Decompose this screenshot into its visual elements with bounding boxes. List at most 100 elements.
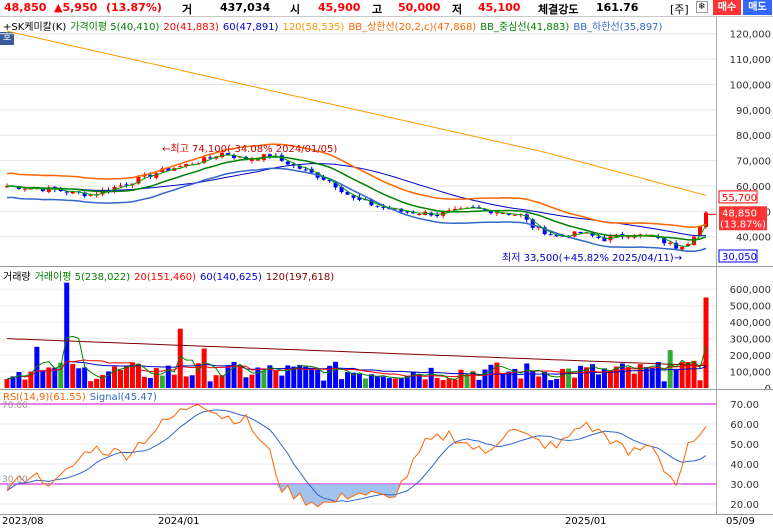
candle [154, 173, 159, 178]
quote-bar: 48,850 ▲5,950 (13.87%) 거 437,034 시 45,90… [0, 0, 773, 17]
axis-tick-label: 300,000 [730, 335, 771, 346]
legend-item[interactable]: 60(140,625) [200, 272, 262, 283]
price-change-pct: (13.87%) [106, 1, 162, 14]
candle [393, 208, 398, 210]
bollinger-lower-line [6, 167, 707, 252]
ma5-line [6, 154, 707, 247]
legend-item[interactable]: Signal(45.47) [89, 392, 157, 403]
candle [357, 197, 362, 200]
volume-bar [153, 368, 159, 388]
strength-label: 체결강도 [538, 3, 579, 16]
candle [512, 214, 517, 216]
candle [202, 157, 207, 163]
volume-label: 거 [182, 3, 193, 16]
low-price-label: 30,050 [722, 252, 757, 263]
legend-item[interactable]: BB_하한선(35,897) [573, 22, 663, 33]
volume-bar [464, 374, 470, 388]
ma120-line [6, 30, 707, 196]
volume-bar [255, 367, 261, 388]
sell-button[interactable]: 매도 [743, 0, 772, 15]
price-change: ▲5,950 [54, 1, 98, 14]
volume-bar [165, 365, 171, 388]
volume-bar [64, 282, 70, 388]
volume-bar [428, 367, 434, 388]
candle [327, 180, 332, 182]
legend-item[interactable]: RSI(14,9)(61.55) [3, 392, 86, 403]
volume-bar [643, 367, 649, 388]
volume-bar [189, 375, 195, 388]
volume-bar [506, 371, 512, 388]
candle [232, 154, 237, 158]
price-legend: +SK케미칼(K) 가격이평 5(40,410) 20(41,883) 60(47,8… [3, 18, 666, 33]
candle [626, 236, 631, 238]
candle [369, 199, 374, 206]
candle [285, 161, 290, 165]
volume-bar [584, 367, 590, 388]
volume-chart [0, 282, 716, 388]
candle [351, 195, 356, 198]
volume-bar [518, 378, 524, 388]
volume-bar [488, 364, 494, 388]
volume-bar [201, 348, 207, 388]
volume-bar [183, 376, 189, 388]
volume-bar [356, 373, 362, 388]
volume-bar [673, 368, 679, 388]
candle [500, 213, 505, 215]
volume-bar [76, 368, 82, 388]
volume-bar [58, 362, 64, 388]
candle [578, 231, 583, 234]
candle [548, 234, 553, 236]
rsi-chart-panel[interactable]: 70.00 30.00 RSI(14,9)(61.55) Signal(45.47) [0, 390, 716, 514]
legend-item[interactable]: 20(151,460) [134, 272, 196, 283]
legend-item[interactable]: 거래이평 5(238,022) [34, 272, 131, 283]
volume-bar [52, 367, 58, 388]
volume-bar [542, 371, 548, 388]
volume-bar [679, 362, 685, 388]
buy-button[interactable]: 매수 [713, 0, 741, 15]
volume-chart-panel[interactable]: 거래량 거래이평 5(238,022) 20(151,460) 60(140,625)… [0, 267, 716, 389]
legend-item[interactable]: +SK케미칼(K) [3, 22, 67, 33]
volume-bar [524, 363, 530, 388]
price-chart [0, 30, 716, 252]
legend-item[interactable]: 120(58,535) [282, 22, 345, 33]
volume-bar [446, 378, 452, 388]
candle [488, 210, 493, 214]
volume-bar [362, 378, 368, 388]
volume-bar [141, 376, 147, 388]
volume-bar [279, 375, 285, 388]
candle [46, 187, 51, 192]
volume-bar [219, 375, 225, 388]
volume-bar [118, 369, 124, 388]
candle [345, 191, 350, 195]
volume-ma60-line [6, 360, 707, 380]
candle [584, 232, 589, 234]
open-label: 시 [290, 3, 301, 16]
candle [267, 154, 272, 157]
legend-item[interactable]: 120(197,618) [265, 272, 335, 283]
volume-bar [380, 376, 386, 388]
volume-bar [123, 366, 129, 388]
legend-item[interactable]: BB_중심선(41,883) [480, 22, 570, 33]
price-chart-panel[interactable]: +SK케미칼(K) 가격이평 5(40,410) 20(41,883) 60(47,8… [0, 17, 716, 266]
axis-tick-label: 60,000 [736, 182, 771, 193]
volume-bar [374, 376, 380, 388]
strength-value: 161.76 [596, 1, 639, 14]
legend-item[interactable]: 가격이평 5(40,410) [70, 22, 160, 33]
volume-bar [697, 380, 703, 388]
volume-bar [82, 367, 88, 388]
legend-item[interactable]: 60(47,891) [222, 22, 279, 33]
snowflake-icon[interactable]: ❄ [696, 1, 708, 13]
legend-item[interactable]: BB_상한선(20,2,c)(47,868) [348, 22, 477, 33]
low-annotation: 최저 33,500(+45.82% 2025/04/11)→ [502, 253, 683, 264]
volume-bar [100, 374, 106, 388]
candle [297, 165, 302, 169]
legend-item[interactable]: 20(41,883) [163, 22, 219, 33]
legend-item[interactable]: 거래량 [3, 272, 31, 283]
volume-bar [177, 328, 183, 388]
axis-tick-label: 50.00 [730, 440, 759, 451]
stock-tag: [주] [670, 3, 689, 16]
axis-tick-label: 40,000 [736, 233, 771, 244]
axis-tick-label: 400,000 [730, 318, 771, 329]
candle [435, 215, 440, 217]
candle [22, 188, 27, 190]
